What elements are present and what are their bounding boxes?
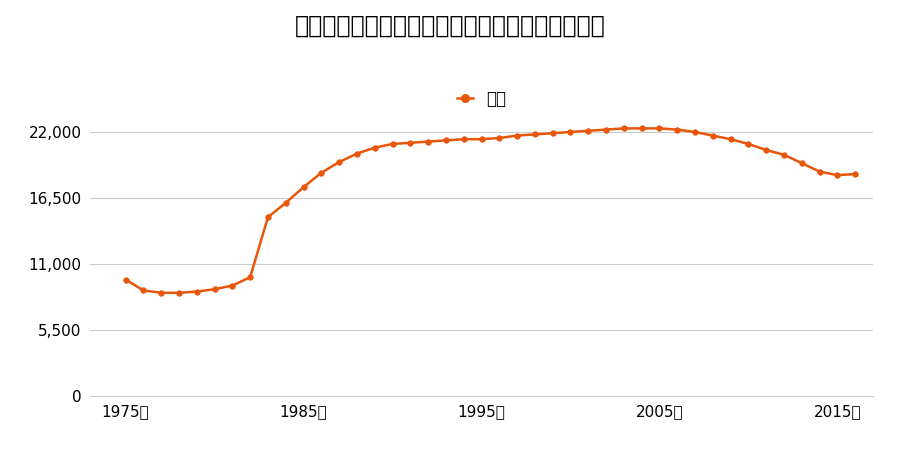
価格 — [654, 126, 665, 131]
価格 — [174, 290, 184, 296]
価格 — [405, 140, 416, 145]
価格 — [814, 169, 825, 174]
価格 — [156, 290, 166, 296]
価格 — [245, 274, 256, 280]
価格 — [352, 151, 363, 156]
価格 — [227, 283, 238, 288]
価格 — [707, 133, 718, 138]
価格 — [778, 152, 789, 158]
価格 — [209, 287, 220, 292]
価格 — [138, 288, 148, 293]
価格 — [423, 139, 434, 144]
価格 — [369, 145, 380, 150]
価格 — [458, 136, 469, 142]
Line: 価格: 価格 — [122, 126, 858, 296]
価格 — [725, 136, 736, 142]
価格 — [494, 135, 505, 141]
価格 — [832, 172, 842, 178]
価格 — [547, 130, 558, 136]
価格 — [263, 215, 274, 220]
価格 — [192, 289, 202, 294]
価格 — [387, 141, 398, 147]
Legend: 価格: 価格 — [450, 84, 513, 115]
価格 — [636, 126, 647, 131]
価格 — [671, 127, 682, 132]
価格 — [796, 161, 807, 166]
価格 — [316, 170, 327, 176]
価格 — [512, 133, 523, 138]
価格 — [850, 171, 860, 177]
Text: 岩手県遠野市早瀬町１丁目１６番３４の地価推移: 岩手県遠野市早瀬町１丁目１６番３４の地価推移 — [294, 14, 606, 37]
価格 — [440, 138, 451, 143]
価格 — [565, 129, 576, 135]
価格 — [476, 136, 487, 142]
価格 — [529, 132, 540, 137]
価格 — [743, 141, 754, 147]
価格 — [583, 128, 594, 134]
価格 — [334, 159, 345, 165]
価格 — [298, 184, 309, 190]
価格 — [121, 277, 131, 282]
価格 — [760, 147, 771, 153]
価格 — [689, 129, 700, 135]
価格 — [281, 200, 292, 206]
価格 — [600, 127, 611, 132]
価格 — [618, 126, 629, 131]
